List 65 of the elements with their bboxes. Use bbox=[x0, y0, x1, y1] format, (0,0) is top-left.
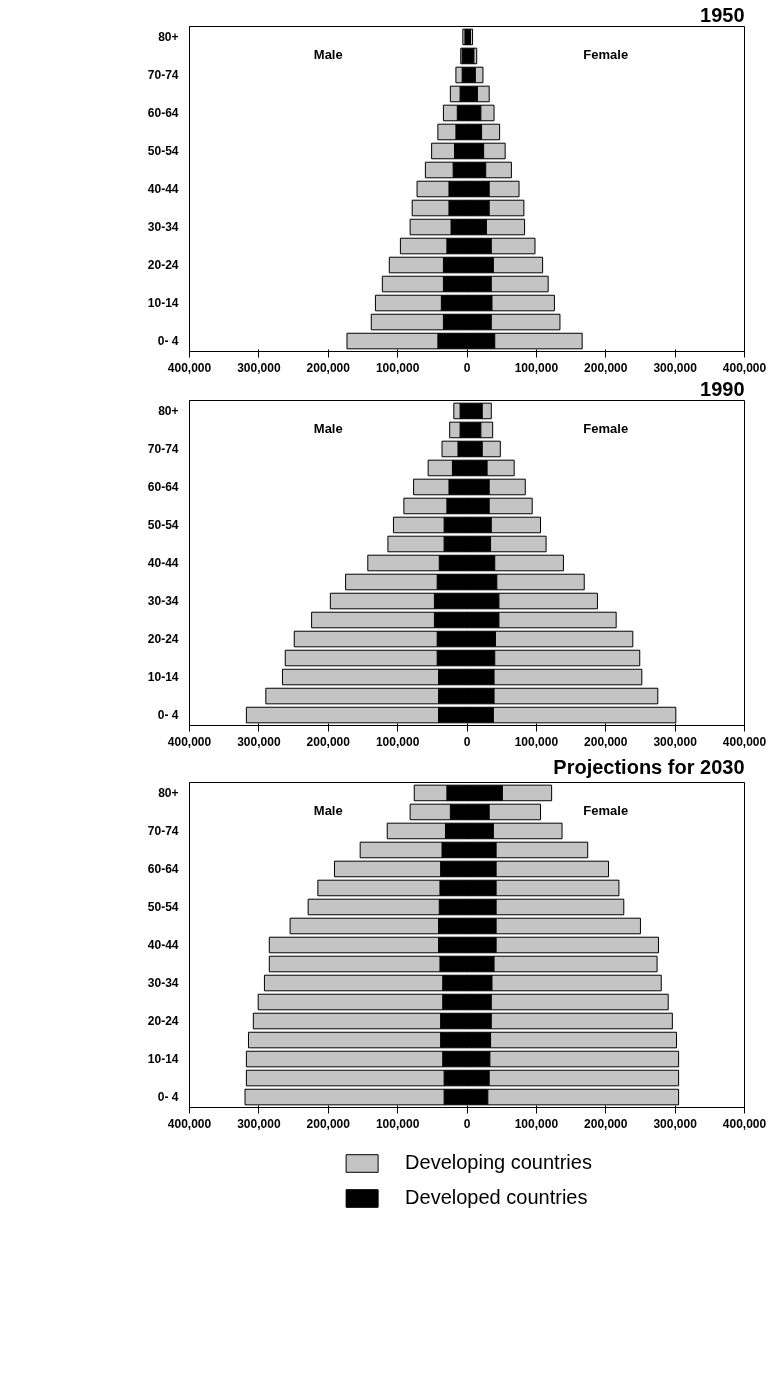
x-tick-label: 100,000 bbox=[514, 734, 559, 749]
y-tick-label: 0- 4 bbox=[157, 708, 179, 723]
annotation: Male bbox=[313, 46, 343, 62]
x-tick-label: 400,000 bbox=[167, 360, 212, 375]
y-tick-label: 60-64 bbox=[147, 861, 179, 876]
chart-title: Projections for 2030 bbox=[553, 755, 745, 778]
y-tick-label: 10-14 bbox=[147, 296, 179, 311]
y-tick-label: 50-54 bbox=[147, 899, 179, 914]
x-tick-label: 100,000 bbox=[375, 1116, 420, 1131]
x-tick-label: 200,000 bbox=[306, 360, 351, 375]
y-tick-label: 40-44 bbox=[147, 556, 179, 570]
y-tick-label: 0- 4 bbox=[157, 334, 179, 349]
x-tick-label: 300,000 bbox=[653, 734, 698, 749]
y-tick-label: 30-34 bbox=[147, 594, 179, 609]
annotation: Male bbox=[313, 420, 343, 436]
legend-label: Developed countries bbox=[405, 1186, 588, 1209]
y-tick-label: 40-44 bbox=[147, 182, 179, 196]
x-tick-label: 100,000 bbox=[514, 1116, 559, 1131]
x-tick-label: 300,000 bbox=[653, 1116, 698, 1131]
x-tick-label: 0 bbox=[463, 360, 471, 375]
y-tick-label: 30-34 bbox=[147, 220, 179, 235]
y-tick-label: 40-44 bbox=[147, 938, 179, 952]
y-tick-label: 70-74 bbox=[147, 441, 179, 456]
y-tick-label: 0- 4 bbox=[157, 1090, 179, 1105]
x-tick-label: 400,000 bbox=[167, 734, 212, 749]
x-tick-label: 0 bbox=[463, 1116, 471, 1131]
chart-title: 1990 bbox=[700, 377, 745, 400]
x-tick-label: 300,000 bbox=[237, 360, 281, 375]
x-tick-label: 0 bbox=[463, 734, 471, 749]
x-tick-label: 200,000 bbox=[306, 1116, 351, 1131]
annotation: Female bbox=[583, 420, 629, 436]
x-tick-label: 300,000 bbox=[653, 360, 698, 375]
y-tick-label: 10-14 bbox=[147, 1052, 179, 1067]
y-tick-label: 10-14 bbox=[147, 670, 179, 685]
x-tick-label: 100,000 bbox=[375, 734, 420, 749]
x-tick-label: 200,000 bbox=[584, 1116, 628, 1131]
x-tick-label: 100,000 bbox=[375, 360, 420, 375]
annotation: Male bbox=[313, 802, 343, 818]
x-tick-label: 400,000 bbox=[722, 1116, 767, 1131]
y-tick-label: 20-24 bbox=[147, 258, 179, 273]
y-tick-label: 80+ bbox=[158, 785, 179, 800]
chart-title: 1950 bbox=[700, 3, 745, 26]
x-tick-label: 200,000 bbox=[584, 734, 628, 749]
y-tick-label: 20-24 bbox=[147, 1014, 179, 1029]
annotation: Female bbox=[583, 802, 629, 818]
x-tick-label: 200,000 bbox=[306, 734, 351, 749]
x-tick-label: 100,000 bbox=[514, 360, 559, 375]
legend-label: Developing countries bbox=[405, 1151, 592, 1174]
x-tick-label: 400,000 bbox=[167, 1116, 212, 1131]
y-tick-label: 50-54 bbox=[147, 143, 179, 158]
x-tick-label: 300,000 bbox=[237, 734, 281, 749]
y-tick-label: 20-24 bbox=[147, 632, 179, 647]
y-tick-label: 30-34 bbox=[147, 976, 179, 991]
annotation: Female bbox=[583, 46, 629, 62]
y-tick-label: 70-74 bbox=[147, 823, 179, 838]
y-tick-label: 70-74 bbox=[147, 67, 179, 82]
y-tick-label: 60-64 bbox=[147, 105, 179, 120]
x-tick-label: 300,000 bbox=[237, 1116, 281, 1131]
y-tick-label: 50-54 bbox=[147, 517, 179, 532]
y-tick-label: 80+ bbox=[158, 29, 179, 44]
x-tick-label: 400,000 bbox=[722, 734, 767, 749]
x-tick-label: 400,000 bbox=[722, 360, 767, 375]
y-tick-label: 60-64 bbox=[147, 479, 179, 494]
x-tick-label: 200,000 bbox=[584, 360, 628, 375]
y-tick-label: 80+ bbox=[158, 403, 179, 418]
